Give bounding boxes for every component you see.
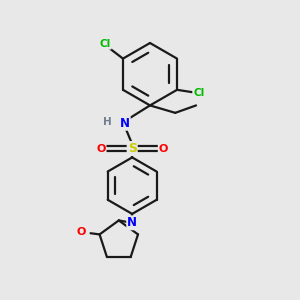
Text: O: O bbox=[159, 143, 168, 154]
Text: O: O bbox=[96, 143, 106, 154]
Text: Cl: Cl bbox=[193, 88, 204, 98]
Text: H: H bbox=[103, 117, 111, 127]
Text: O: O bbox=[77, 227, 86, 237]
Text: N: N bbox=[127, 216, 137, 229]
Text: S: S bbox=[128, 142, 137, 155]
Text: Cl: Cl bbox=[100, 39, 111, 49]
Text: N: N bbox=[120, 117, 130, 130]
